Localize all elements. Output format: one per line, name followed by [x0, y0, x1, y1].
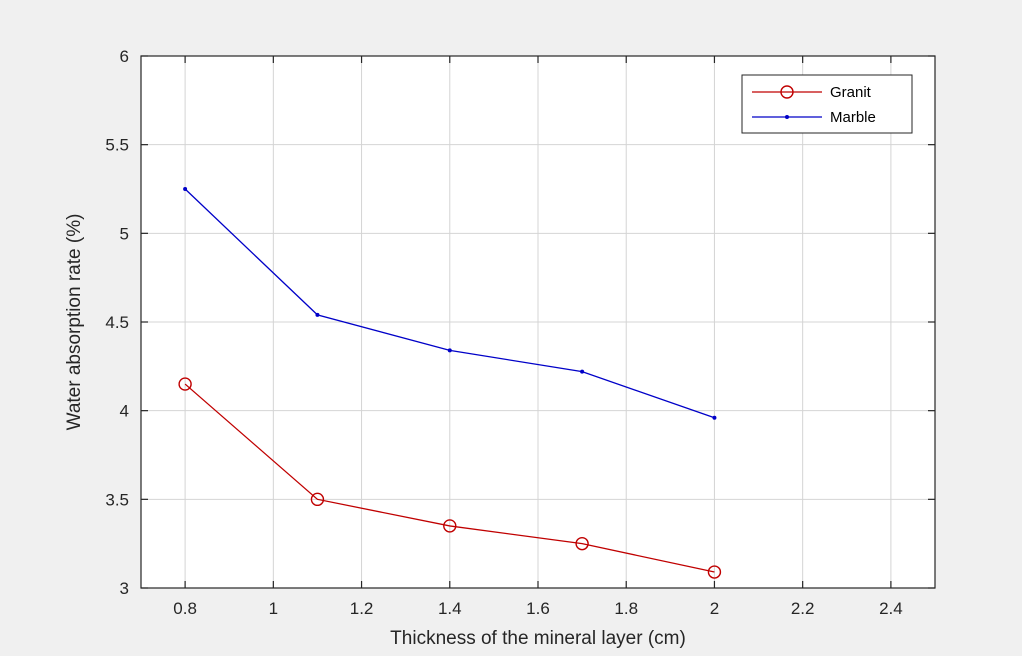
- y-tick-label: 4.5: [105, 313, 129, 332]
- marble-data-point: [580, 369, 585, 374]
- x-tick-label: 1.4: [438, 599, 462, 618]
- granit-data-point: [178, 377, 192, 391]
- marble-data-point: [315, 312, 320, 317]
- y-tick-label: 5.5: [105, 136, 129, 155]
- x-tick-label: 1.6: [526, 599, 550, 618]
- granit-data-point: [575, 536, 589, 551]
- series-layer: [178, 187, 722, 579]
- granit-data-point: [707, 565, 722, 579]
- y-tick-label: 3.5: [105, 490, 129, 509]
- y-tick-label: 6: [120, 47, 129, 66]
- x-tick-label: 1.2: [350, 599, 374, 618]
- x-axis-label: Thickness of the mineral layer (cm): [390, 628, 686, 649]
- y-tick-label: 3: [120, 579, 129, 598]
- x-tick-label: 1.8: [614, 599, 638, 618]
- marble-data-point: [183, 187, 188, 191]
- x-axis-ticks: 0.8 1 1.2 1.4 1.6 1.8 2 2.2 2.4: [173, 56, 903, 618]
- y-axis-ticks: 3 3.5 4 4.5 5 5.5 6: [105, 47, 935, 598]
- marble-data-point: [712, 415, 717, 420]
- y-axis-label: Water absorption rate (%): [64, 214, 85, 431]
- marble-legend-marker: [785, 115, 789, 119]
- x-tick-label: 2.4: [879, 599, 903, 618]
- x-tick-label: 2.2: [791, 599, 815, 618]
- legend-box: [741, 74, 913, 134]
- granit-data-point: [310, 492, 325, 507]
- legend: Granit Marble: [741, 74, 913, 134]
- marble-legend-label: Marble: [830, 109, 876, 126]
- y-tick-label: 5: [120, 224, 129, 243]
- granit-series-line: [184, 383, 715, 573]
- marble-data-point: [447, 348, 452, 353]
- y-tick-label: 4: [120, 402, 129, 421]
- granit-legend-label: Granit: [830, 84, 872, 101]
- granit-data-point: [443, 519, 457, 533]
- x-tick-label: 0.8: [173, 599, 197, 618]
- granit-legend-marker: [780, 85, 794, 99]
- x-tick-label: 1: [269, 599, 278, 618]
- x-tick-label: 2: [710, 599, 719, 618]
